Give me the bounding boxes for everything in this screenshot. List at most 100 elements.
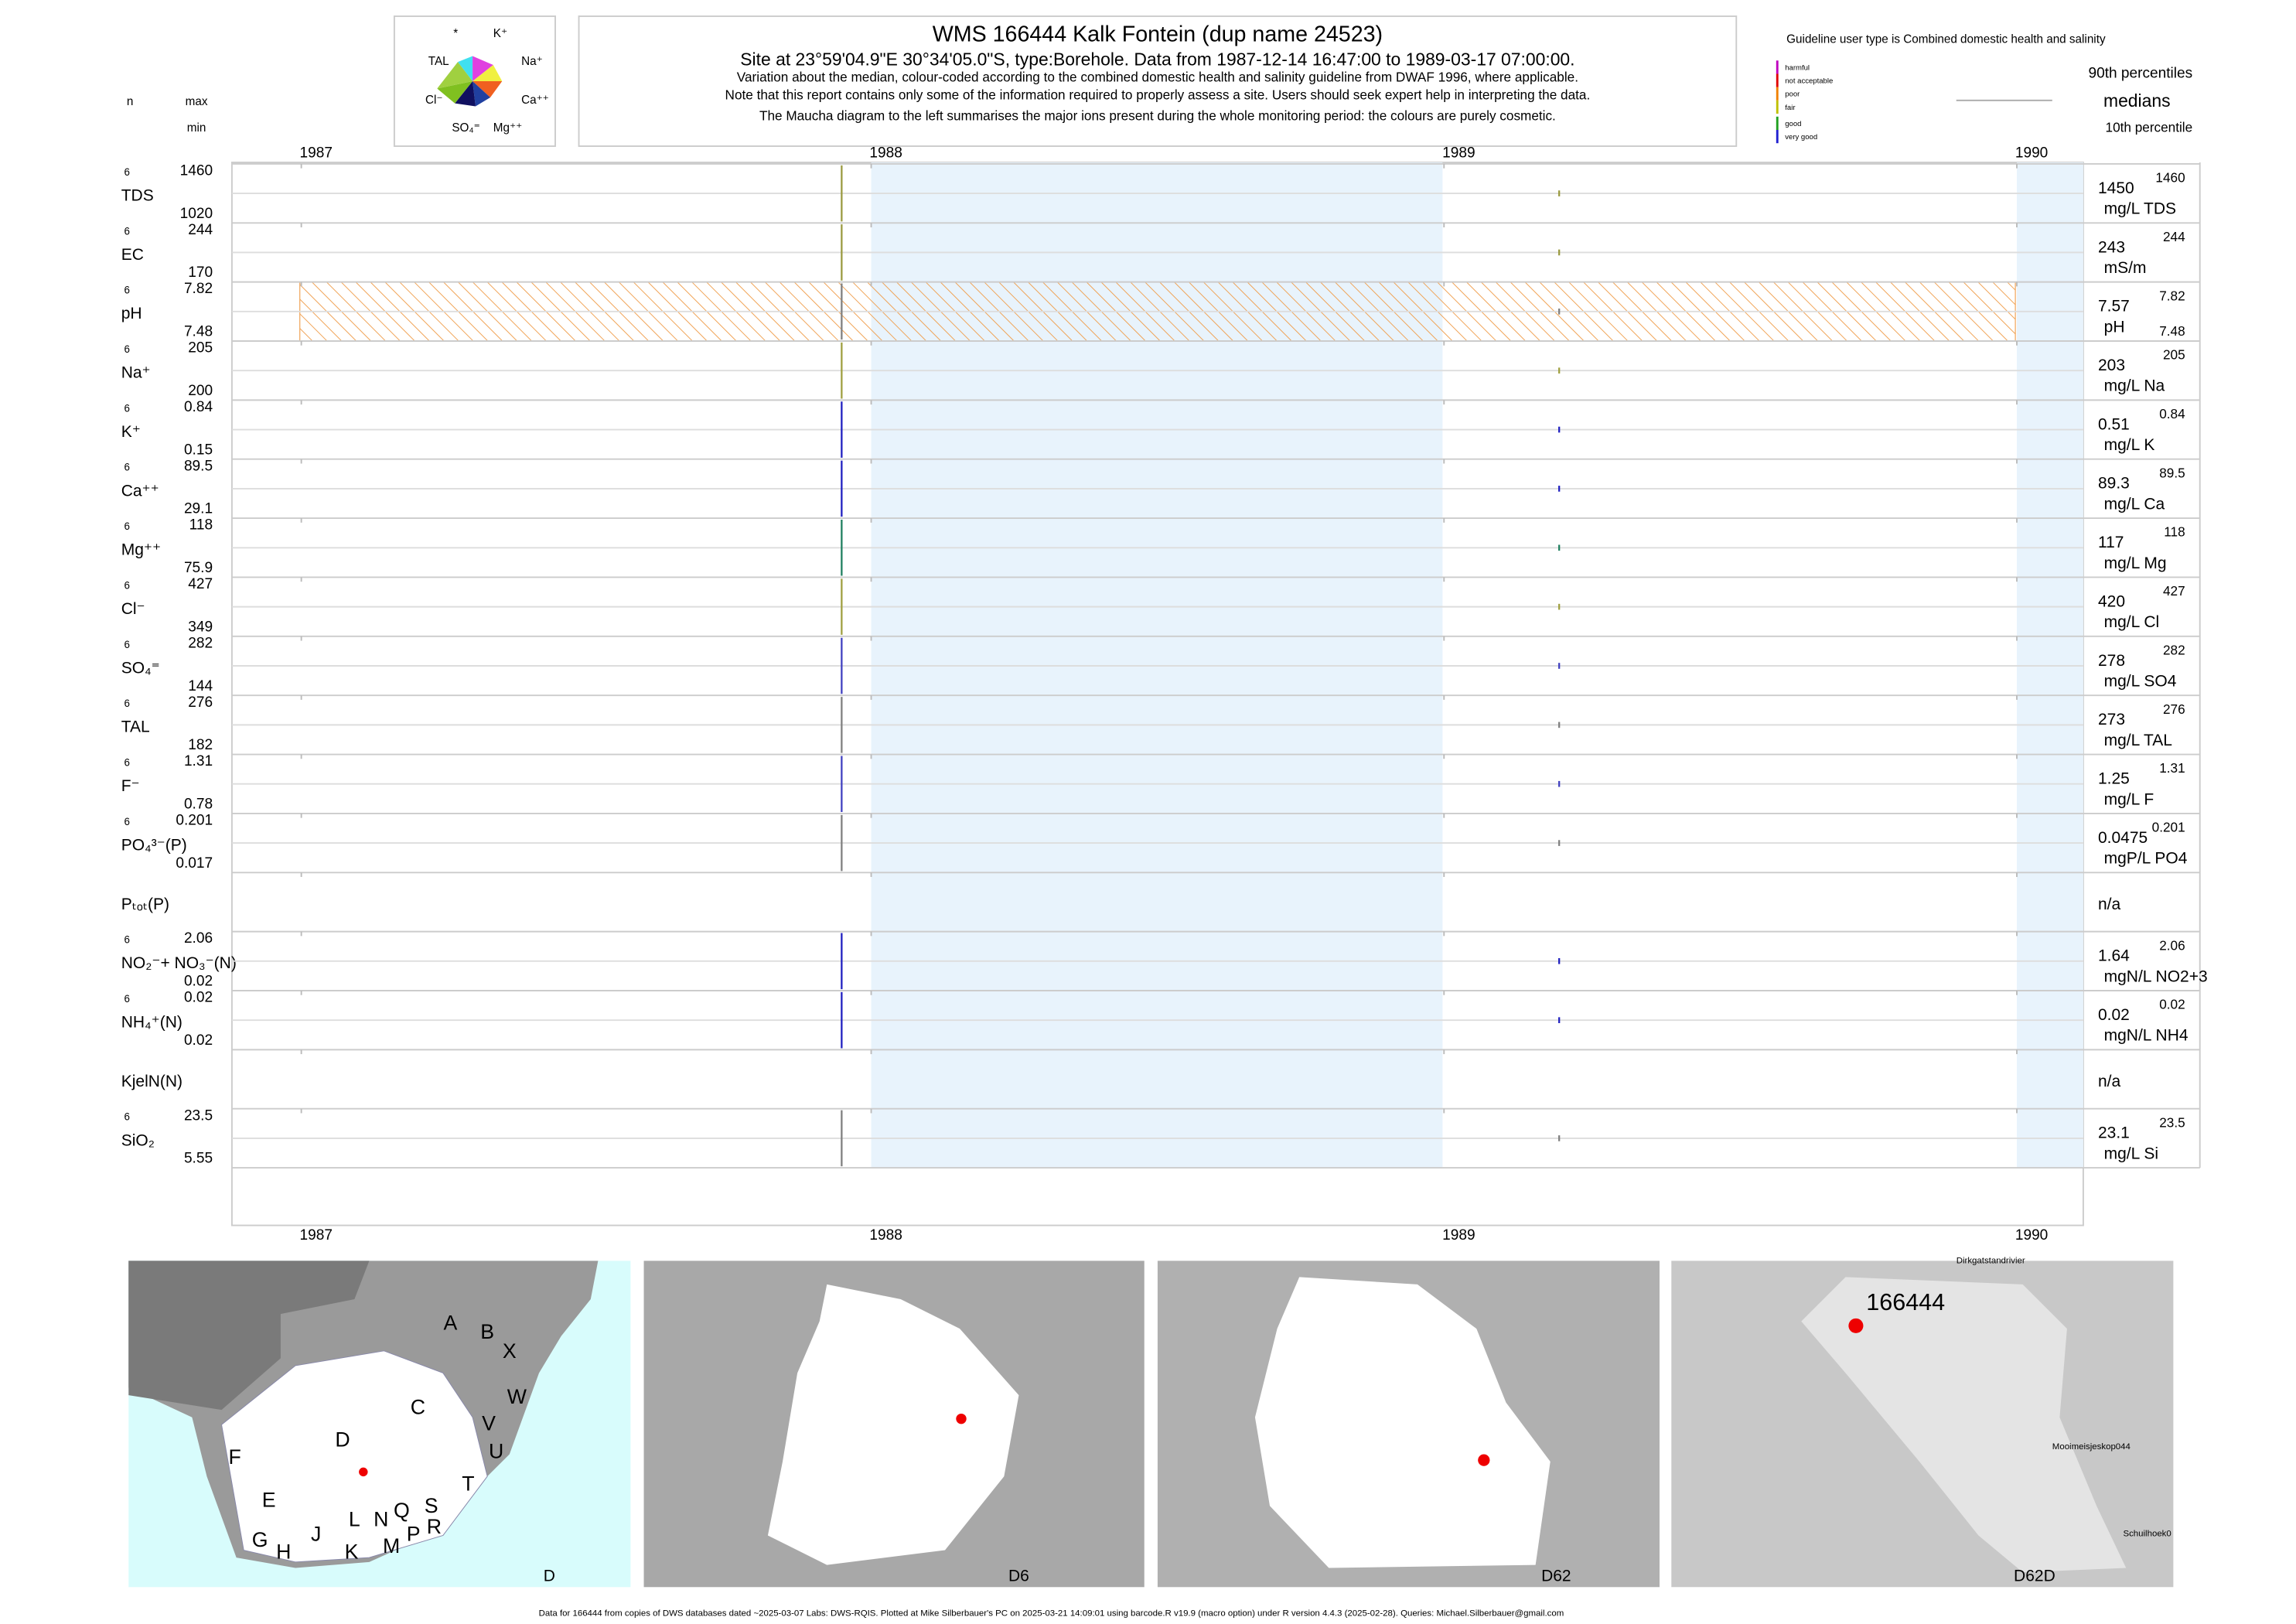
row-n: 6 <box>125 579 130 591</box>
class-label: harmful <box>1785 63 1810 72</box>
row-n: 6 <box>125 1111 130 1123</box>
row-median: 117 <box>2098 534 2124 551</box>
class-swatch <box>1776 87 1779 101</box>
row-min: 349 <box>188 619 213 635</box>
row-median: 1450 <box>2098 179 2134 197</box>
maps <box>128 1261 2174 1588</box>
row-unit: mg/L Si <box>2104 1145 2158 1162</box>
row-label: NH₄⁺(N) <box>121 1014 183 1032</box>
row-right-max: 89.5 <box>2159 465 2185 480</box>
row-max: 282 <box>188 635 213 651</box>
class-label: very good <box>1785 133 1817 142</box>
row-max: 1.31 <box>184 753 213 769</box>
region-label: N <box>374 1507 388 1530</box>
row-max: 427 <box>188 576 213 592</box>
row-label: pH <box>121 305 142 322</box>
row-unit: mg/L Mg <box>2104 554 2167 572</box>
row-right-max: 282 <box>2163 642 2185 657</box>
class-label: not acceptable <box>1785 77 1833 86</box>
row-label: SO₄⁼ <box>121 659 160 677</box>
class-swatch <box>1776 73 1779 87</box>
row-unit: mS/m <box>2104 259 2147 277</box>
row-median: 89.3 <box>2098 475 2130 493</box>
region-label: J <box>311 1523 321 1546</box>
column-head: max <box>186 95 208 108</box>
maucha-label: Mg⁺⁺ <box>493 121 522 135</box>
row-n: 6 <box>125 343 130 355</box>
row-n: 6 <box>125 166 130 178</box>
row-unit: mg/L Na <box>2104 377 2165 395</box>
region-label: C <box>411 1395 425 1418</box>
year-label: 1987 <box>300 1227 333 1244</box>
maucha-label: Cl⁻ <box>425 94 442 107</box>
row-max: 276 <box>188 694 213 711</box>
row-n: 6 <box>125 757 130 769</box>
row-unit: mgN/L NH4 <box>2104 1027 2189 1045</box>
row-min: 1020 <box>180 206 213 222</box>
class-swatch <box>1776 130 1779 144</box>
class-swatch <box>1776 100 1779 114</box>
row-median: 1.64 <box>2098 947 2130 965</box>
row-median: 0.02 <box>2098 1006 2130 1024</box>
row-right-max: 1460 <box>2155 170 2185 186</box>
class-label: fair <box>1785 104 1796 112</box>
title-box <box>578 15 1738 147</box>
note: The Maucha diagram to the left summarise… <box>759 107 1556 123</box>
row-n: 6 <box>125 639 130 650</box>
class-swatch <box>1776 116 1779 130</box>
row-min: 5.55 <box>184 1151 213 1167</box>
row-right-max: 427 <box>2163 583 2185 599</box>
class-label: good <box>1785 120 1801 128</box>
row-unit: pH <box>2104 318 2125 336</box>
region-label: Q <box>394 1499 410 1522</box>
row-max: 23.5 <box>184 1107 213 1124</box>
row-max: 0.02 <box>184 990 213 1006</box>
row-label: KjelN(N) <box>121 1073 183 1090</box>
column-head: min <box>187 121 206 135</box>
row-label: NO₂⁻+ NO₃⁻(N) <box>121 954 237 972</box>
row-n: 6 <box>125 225 130 237</box>
region-label: P <box>407 1523 421 1546</box>
row-max: 0.84 <box>184 399 213 415</box>
row-max: 205 <box>188 340 213 357</box>
row-right-min: 7.48 <box>2159 323 2185 339</box>
row-label: EC <box>121 246 144 264</box>
row-label: Mg⁺⁺ <box>121 541 161 559</box>
region-label: L <box>349 1507 360 1530</box>
row-max: 244 <box>188 222 213 238</box>
row-max: 0.201 <box>176 813 213 829</box>
row-min: 0.02 <box>184 974 213 990</box>
row-unit: mg/L Ca <box>2104 495 2165 513</box>
row-right-max: 205 <box>2163 347 2185 363</box>
class-swatch <box>1776 60 1779 74</box>
region-label: E <box>262 1489 276 1512</box>
region-label: K <box>345 1540 359 1563</box>
footer: Data for 166444 from copies of DWS datab… <box>539 1609 1564 1619</box>
row-median: 23.1 <box>2098 1124 2130 1142</box>
percentile-label: 10th percentile <box>2106 120 2193 135</box>
maucha-diagram <box>437 56 503 107</box>
year-label: 1989 <box>1442 145 1475 162</box>
maucha-label: K⁺ <box>493 27 507 40</box>
row-median: n/a <box>2098 1073 2121 1090</box>
region-label: U <box>489 1440 503 1463</box>
row-min: 7.48 <box>184 324 213 340</box>
place-label: Dirkgatstandrivier <box>1957 1256 2025 1265</box>
row-median: 243 <box>2098 238 2125 256</box>
region-label: R <box>427 1515 442 1538</box>
guideline-title: Guideline user type is Combined domestic… <box>1786 33 2106 46</box>
place-label: Schuilhoek0 <box>2123 1530 2171 1539</box>
maucha-label: * <box>453 27 458 40</box>
row-label: Ca⁺⁺ <box>121 482 159 500</box>
row-label: F⁻ <box>121 777 140 795</box>
row-median: 420 <box>2098 592 2125 610</box>
place-label: Mooimeisjeskop044 <box>2052 1442 2131 1452</box>
percentile-label: medians <box>2103 90 2171 111</box>
row-median: 7.57 <box>2098 298 2130 316</box>
row-right-max: 276 <box>2163 701 2185 717</box>
year-label: 1989 <box>1442 1227 1475 1244</box>
row-right-max: 1.31 <box>2159 760 2185 776</box>
region-label: T <box>462 1472 474 1496</box>
